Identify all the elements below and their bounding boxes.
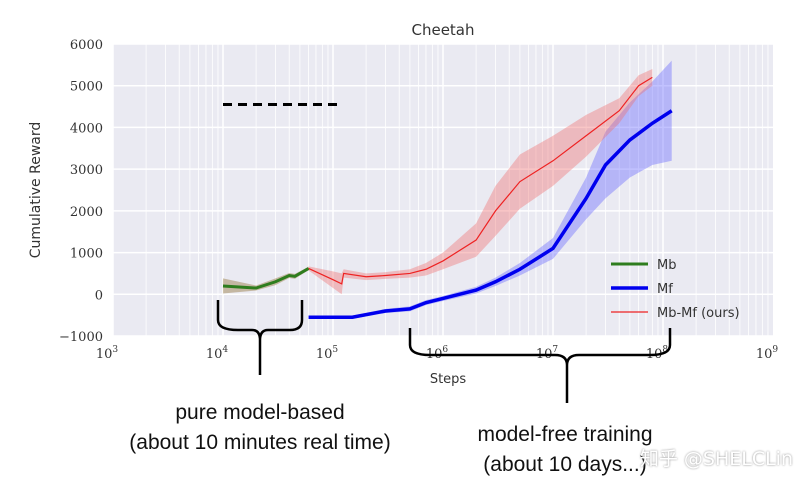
- x-tick-label: 107: [536, 345, 559, 362]
- series-line-mf: [308, 109, 673, 319]
- x-tick-label: 104: [206, 345, 229, 362]
- annotation-pure-model-based: pure model-based (about 10 minutes real …: [129, 401, 391, 454]
- x-axis-label: Steps: [430, 372, 467, 387]
- y-tick-label: −1000: [59, 330, 103, 345]
- y-tick-label: 1000: [70, 247, 103, 262]
- series-line-mb: [222, 267, 310, 290]
- brace-pure-model-based: [216, 300, 304, 375]
- y-tick-label: 0: [95, 288, 103, 303]
- legend-label: Mb: [657, 258, 676, 273]
- y-tick-label: 5000: [70, 80, 103, 95]
- legend-label: Mf: [657, 282, 673, 297]
- x-tick-label: 106: [426, 345, 449, 362]
- watermark: 知乎 @SHELCLin: [639, 448, 793, 470]
- x-tick-label: 103: [96, 345, 119, 362]
- series-line-mb-mf-ours-: [308, 76, 653, 285]
- chart-title: Cheetah: [411, 21, 474, 39]
- x-tick-label: 105: [316, 345, 339, 362]
- band-mb-mf-ours-: [308, 69, 653, 295]
- legend-label: Mb-Mf (ours): [657, 306, 740, 321]
- annotation-model-free: model-free training (about 10 days...): [477, 423, 653, 476]
- y-axis-label: Cumulative Reward: [28, 122, 44, 259]
- y-tick-label: 2000: [70, 205, 103, 220]
- x-tick-label: 109: [756, 345, 779, 362]
- y-tick-label: 6000: [70, 38, 103, 53]
- y-tick-label: 3000: [70, 163, 103, 178]
- brace-model-free: [408, 328, 672, 403]
- y-tick-label: 4000: [70, 121, 103, 136]
- band-mf: [308, 60, 672, 319]
